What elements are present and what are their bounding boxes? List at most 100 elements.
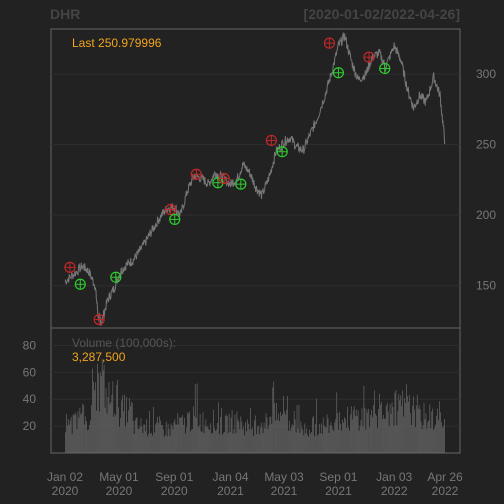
volume-bar [295, 432, 297, 453]
volume-bar [180, 417, 182, 453]
buy-marker [235, 178, 247, 190]
volume-bar [129, 406, 131, 453]
volume-bar [114, 413, 116, 453]
volume-bar [229, 431, 231, 453]
volume-bar [98, 411, 100, 453]
volume-bar [213, 409, 214, 453]
volume-bar [339, 411, 341, 453]
volume-y-tick-label: 80 [23, 338, 37, 352]
volume-bar [255, 415, 256, 453]
volume-bar [149, 411, 151, 453]
volume-bar [441, 422, 442, 453]
volume-bar [389, 404, 391, 453]
volume-bar [141, 426, 143, 453]
volume-bar [128, 398, 130, 453]
volume-bar [403, 416, 404, 453]
volume-bar [214, 428, 215, 453]
volume-bar [323, 425, 325, 453]
volume-bar [396, 425, 398, 453]
volume-bar [83, 405, 85, 453]
volume-bar [347, 406, 348, 453]
x-tick-label-year: 2020 [106, 484, 133, 498]
volume-bar [215, 430, 216, 453]
volume-bar [385, 405, 387, 453]
volume-bar [197, 427, 199, 453]
volume-bar [281, 416, 282, 453]
last-price-label: Last 250.979996 [72, 36, 162, 50]
volume-bar [137, 428, 139, 453]
volume-bar [275, 420, 277, 453]
volume-bar [145, 431, 147, 453]
volume-bar [265, 413, 267, 453]
x-tick-label-year: 2021 [325, 484, 352, 498]
volume-bar [206, 427, 208, 453]
volume-bar [257, 425, 259, 453]
volume-bar [255, 434, 257, 453]
volume-bar [108, 382, 110, 453]
volume-bar [100, 376, 102, 453]
volume-bar [187, 412, 188, 453]
volume-bar [111, 395, 113, 453]
volume-bar [81, 412, 83, 453]
volume-bar [434, 427, 436, 453]
volume-bar [95, 382, 96, 453]
price-y-tick-label: 200 [476, 208, 496, 222]
volume-bar [252, 427, 253, 453]
volume-bar [133, 433, 135, 453]
volume-bar [99, 372, 101, 453]
volume-bar [334, 422, 336, 453]
volume-bar [259, 427, 261, 453]
volume-bar [101, 359, 103, 453]
volume-bar [254, 420, 255, 453]
volume-bar [319, 433, 321, 453]
sell-marker [64, 261, 76, 273]
volume-bar [74, 412, 76, 453]
volume-bar [247, 419, 248, 453]
volume-bar [383, 418, 385, 453]
volume-bar [77, 411, 79, 453]
volume-bar [246, 431, 247, 453]
volume-bar [70, 416, 72, 453]
volume-bar [349, 430, 350, 453]
volume-bar [292, 425, 294, 453]
buy-marker [110, 271, 122, 283]
volume-bar [248, 423, 249, 453]
volume-bar [348, 427, 349, 453]
volume-bar [407, 396, 408, 453]
volume-bar [142, 433, 144, 453]
volume-bar [325, 427, 327, 453]
volume-bar [387, 411, 389, 453]
volume-bar [179, 417, 181, 453]
volume-bar [277, 419, 278, 453]
volume-bar [357, 410, 359, 453]
volume-bar [75, 414, 77, 453]
volume-bar [160, 420, 161, 453]
volume-bar [86, 421, 87, 453]
chart-symbol-title: DHR [50, 6, 80, 22]
volume-bar [269, 417, 271, 453]
price-grid [51, 73, 460, 287]
volume-bar [231, 410, 233, 453]
volume-bar [297, 428, 299, 453]
volume-bar [244, 435, 246, 453]
volume-bar [421, 429, 423, 453]
volume-bar [305, 433, 307, 453]
volume-bar [358, 430, 360, 453]
volume-bar [336, 392, 338, 453]
volume-bar [428, 420, 430, 453]
volume-bar [226, 416, 228, 453]
volume-bar [310, 433, 311, 453]
volume-bar [330, 422, 332, 453]
volume-bar [414, 427, 416, 453]
volume-bar [205, 419, 207, 453]
volume-bar [222, 434, 223, 453]
volume-bar [78, 417, 80, 453]
sell-marker [218, 172, 230, 185]
volume-bar [184, 417, 185, 453]
volume-bar [68, 424, 70, 453]
volume-bar [201, 432, 203, 453]
volume-bar [240, 416, 242, 453]
volume-bar [258, 434, 260, 453]
volume-bar [96, 410, 97, 453]
volume-bar [85, 416, 87, 453]
